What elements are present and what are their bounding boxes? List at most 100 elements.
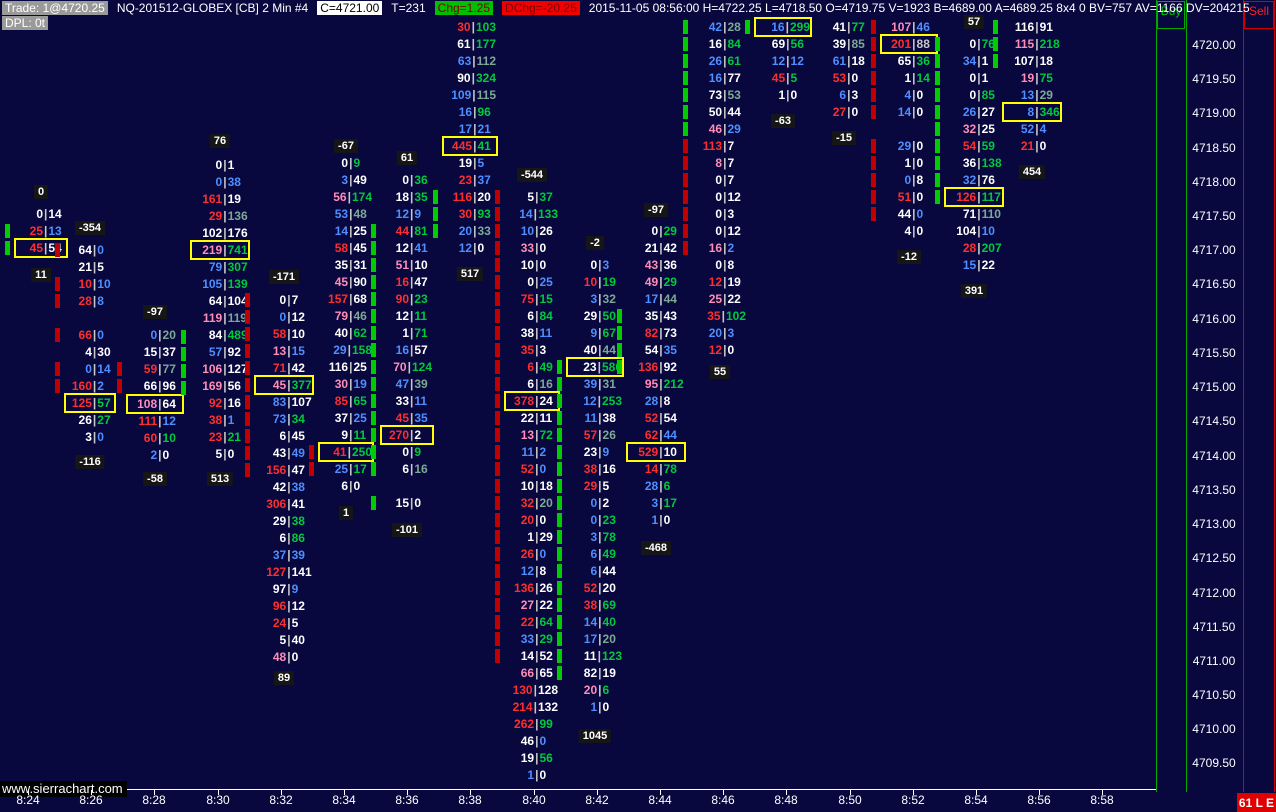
volume-bar-up [557,598,562,612]
volume-bar-up [683,20,688,34]
footprint-cell: 14 | 133 [506,206,558,222]
ask-volume: 57 [414,343,428,357]
bid-ask-separator: | [92,345,97,359]
bid-ask-separator: | [287,531,291,545]
bid-ask-separator: | [535,411,539,425]
ask-volume: 38 [291,514,305,528]
ask-volume: 10 [291,327,305,341]
footprint-cell: 25 | 13 [16,223,66,239]
time-axis-label: 8:42 [585,793,609,807]
footprint-cell: 4 | 30 [66,344,114,360]
ask-volume: 21 [227,430,241,444]
sell-button[interactable]: Sell [1244,1,1274,29]
bid-ask-separator: | [287,463,291,477]
volume-bar-up [683,54,688,68]
bid-ask-separator: | [977,105,981,119]
volume-bar-down [871,156,876,170]
ask-volume: 1 [227,158,235,172]
footprint-cell: 111 | 12 [128,413,182,429]
time-axis-label: 8:34 [332,793,356,807]
footprint-cell: 58 | 10 [256,326,312,342]
bid-volume: 38 [583,462,598,476]
ask-volume: 77 [851,20,865,34]
ask-volume: 25 [981,122,995,136]
bid-ask-separator: | [287,480,291,494]
bid-volume: 20 [708,326,723,340]
change-badge: Chg=1.25 [434,1,494,15]
footprint-cell: 6 | 49 [568,546,622,562]
price-axis-label: 4719.50 [1192,72,1236,86]
volume-bar-down [495,547,500,561]
ask-volume: 65 [353,394,367,408]
footprint-cell: 13 | 29 [1004,87,1060,103]
footprint-cell: 43 | 49 [256,445,312,461]
volume-bar-up [935,71,940,85]
volume-bar-down [495,326,500,340]
footprint-cell: 127 | 141 [256,564,312,580]
footprint-cell: 33 | 11 [382,393,432,409]
bid-volume: 14 [583,615,598,629]
bid-volume: 0 [341,156,349,170]
bid-ask-separator: | [535,292,539,306]
footprint-cell: 0 | 12 [256,309,312,325]
volume-bar-up [745,20,750,34]
footprint-cell: 14 | 52 [506,648,558,664]
bar-delta-label: -544 [516,168,548,182]
footprint-cell: 1 | 0 [506,767,558,783]
footprint-cell: 529 | 10 [626,442,686,462]
bid-ask-separator: | [92,277,97,291]
bid-ask-separator: | [287,582,291,596]
bid-volume: 270 [388,428,409,442]
footprint-cell: 0 | 2 [568,495,622,511]
ask-volume: 741 [227,243,248,257]
bid-volume: 29 [272,514,287,528]
ask-volume: 36 [916,54,930,68]
buy-button[interactable]: Buy [1157,1,1185,29]
ask-volume: 35 [414,411,428,425]
footprint-cell: 17 | 44 [628,291,684,307]
bid-volume: 38 [520,326,535,340]
bid-volume: 107 [891,20,912,34]
bid-volume: 15 [962,258,977,272]
ask-volume: 7 [727,139,735,153]
footprint-cell: 20 | 3 [694,325,746,341]
ask-volume: 110 [981,207,1001,221]
ask-volume: 25 [353,360,367,374]
ask-volume: 0 [916,224,924,238]
volume-bar-down [245,446,250,460]
ask-volume: 77 [162,362,176,376]
footprint-cell: 26 | 27 [946,104,1002,120]
ask-volume: 12 [291,599,305,613]
bid-volume: 92 [208,396,223,410]
footprint-cell: 21 | 0 [1004,138,1060,154]
ask-volume: 85 [851,37,865,51]
bid-volume: 27 [832,105,847,119]
bid-ask-separator: | [659,360,663,374]
bid-volume: 1 [778,88,786,102]
bid-ask-separator: | [535,360,539,374]
footprint-cell: 15 | 37 [128,344,182,360]
time-axis-label: 8:56 [1027,793,1051,807]
footprint-cell: 25 | 17 [320,461,372,477]
footprint-cell: 12 | 41 [382,240,432,256]
bid-ask-separator: | [1035,122,1039,136]
footprint-cell: 22 | 11 [506,410,558,426]
footprint-cell: 9 | 11 [320,427,372,443]
ask-volume: 2 [539,445,547,459]
ask-volume: 49 [539,360,553,374]
ask-volume: 41 [414,241,428,255]
bid-ask-separator: | [407,360,411,374]
time-axis-tick [1102,790,1103,795]
footprint-cell: 28 | 8 [66,293,114,309]
footprint-chart[interactable]: 0|1425|1345|5401164|021|510|1028|866|04|… [0,0,1156,792]
ask-volume: 7 [291,293,299,307]
volume-bar-up [557,394,562,408]
volume-bar-down [683,224,688,238]
bid-ask-separator: | [659,479,663,493]
bid-ask-separator: | [659,258,663,272]
bid-volume: 107 [1014,54,1035,68]
footprint-cell: 30 | 93 [444,206,496,222]
bid-ask-separator: | [977,173,981,187]
bid-volume: 42 [272,480,287,494]
bid-ask-separator: | [158,345,162,359]
